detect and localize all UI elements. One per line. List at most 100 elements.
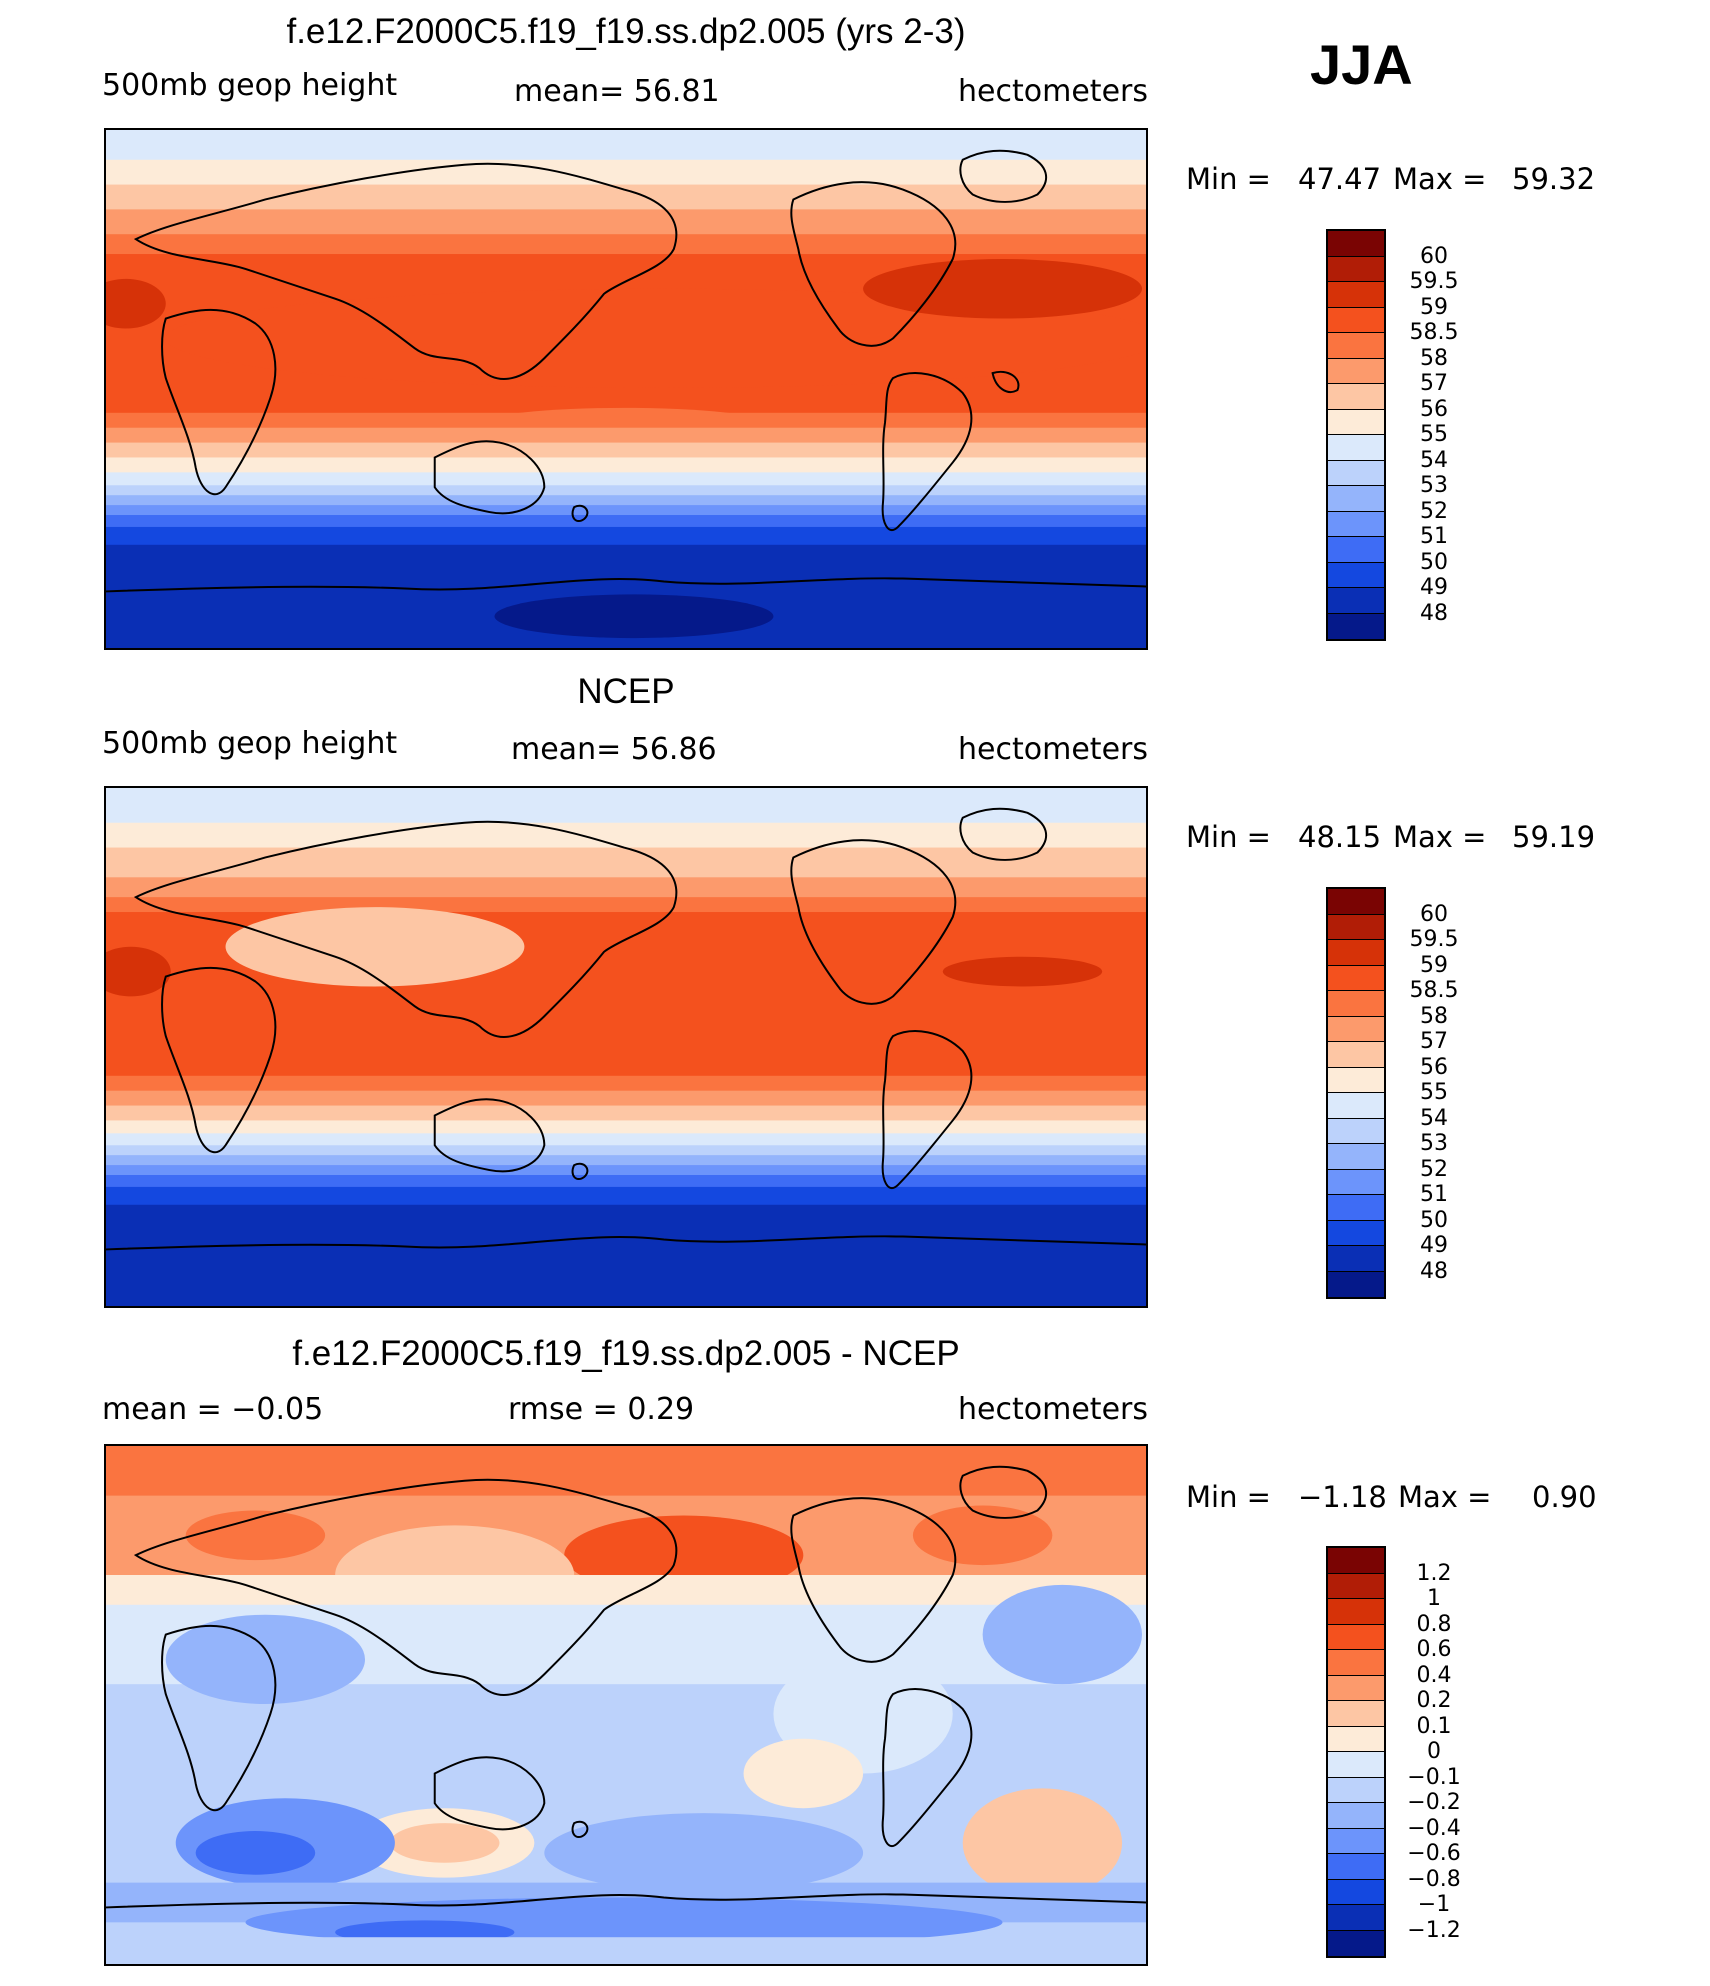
colorbar-segment [1328,435,1384,461]
colorbar-segment [1328,991,1384,1017]
colorbar-tick-label: 50 [1420,1207,1448,1233]
colorbar-segment [1328,1675,1384,1701]
colorbar-segment [1328,1599,1384,1625]
colorbar-segment [1328,231,1384,257]
colorbar-tick-label: −0.4 [1407,1815,1461,1841]
colorbar-tick-label: 49 [1420,575,1448,600]
colorbar-segment [1328,256,1384,282]
colorbar-tick-label: 54 [1420,1105,1448,1131]
colorbar-segment [1328,307,1384,333]
colorbar-segment [1328,562,1384,588]
colorbar-segment [1328,537,1384,563]
colorbar-segment [1328,1246,1384,1272]
colorbar-tick-label: 0.1 [1416,1713,1452,1739]
colorbar-segment [1328,1548,1384,1574]
colorbar-tick-label: 51 [1420,1182,1448,1207]
colorbar-segment [1328,1803,1384,1829]
colorbar-segment [1328,1093,1384,1119]
colorbar-segment [1328,1067,1384,1093]
colorbar-segment [1328,1930,1384,1956]
min-label: Min = [1186,1480,1271,1514]
map-plot [104,1444,1148,1966]
min-value: 48.15 [1298,820,1382,854]
max-label: Max = [1393,162,1487,196]
max-value: 59.32 [1512,162,1596,196]
colorbar-segment [1328,333,1384,359]
colorbar-segment [1328,1573,1384,1599]
colorbar-tick-label: 1 [1427,1586,1441,1611]
map-plot [104,128,1148,650]
colorbar-segment [1328,282,1384,308]
colorbar-tick-label: 50 [1420,549,1448,575]
colorbar-segment [1328,1701,1384,1727]
max-label: Max = [1398,1480,1492,1514]
colorbar-tick-label: 48 [1420,1258,1448,1284]
colorbar-tick-label: 53 [1420,1131,1448,1156]
colorbar-segment [1328,1726,1384,1752]
panel-title: f.e12.F2000C5.f19_f19.ss.dp2.005 - NCEP [292,1334,960,1373]
rmse-label: rmse = 0.29 [508,1392,695,1427]
colorbar-tick-label: 51 [1420,524,1448,549]
colorbar-segment [1328,1828,1384,1854]
mean-label: mean = −0.05 [102,1392,324,1427]
colorbar-tick-label: 56 [1420,396,1448,422]
panel-title: f.e12.F2000C5.f19_f19.ss.dp2.005 (yrs 2-… [286,12,966,51]
min-value: 47.47 [1298,162,1382,196]
colorbar-tick-label: 1.2 [1416,1560,1452,1586]
units-label: hectometers [958,74,1148,109]
colorbar-tick-label: 49 [1420,1233,1448,1258]
colorbar-segment [1328,1752,1384,1778]
map-plot [104,786,1148,1308]
colorbar-tick-label: 58 [1420,1003,1448,1029]
colorbar-segment [1328,1144,1384,1170]
colorbar-segment [1328,588,1384,614]
colorbar-segment [1328,358,1384,384]
colorbar-tick-label: −0.1 [1407,1764,1461,1790]
panel-title: NCEP [577,672,675,711]
colorbar-segment [1328,1879,1384,1905]
min-label: Min = [1186,820,1271,854]
colorbar-segment [1328,1220,1384,1246]
colorbar-tick-label: 0.6 [1416,1637,1452,1662]
colorbar-tick-label: 60 [1420,901,1448,927]
colorbar-tick-label: 52 [1420,1156,1448,1182]
contour-map [106,1446,1146,1964]
colorbar-tick-label: 58.5 [1409,978,1459,1003]
colorbar-tick-label: 58 [1420,345,1448,371]
colorbar-segment [1328,1169,1384,1195]
max-label: Max = [1393,820,1487,854]
colorbar-tick-label: 48 [1420,600,1448,626]
colorbar-tick-label: 59 [1420,294,1448,320]
colorbar-tick-label: −0.8 [1407,1866,1461,1892]
colorbar-segment [1328,1905,1384,1931]
colorbar-tick-label: 59.5 [1409,269,1459,294]
colorbar-segment [1328,511,1384,537]
min-value: −1.18 [1298,1480,1387,1514]
colorbar-tick-label: −1 [1417,1892,1451,1917]
colorbar-tick-label: 53 [1420,473,1448,498]
colorbar-segment [1328,384,1384,410]
colorbar-tick-label: −0.2 [1407,1790,1461,1815]
min-label: Min = [1186,162,1271,196]
variable-label: 500mb geop height [102,68,398,103]
colorbar-segment [1328,1624,1384,1650]
colorbar [1326,229,1386,641]
variable-label: 500mb geop height [102,726,398,761]
colorbar-segment [1328,1016,1384,1042]
colorbar-tick-label: 57 [1420,371,1448,396]
colorbar-segment [1328,1271,1384,1297]
units-label: hectometers [958,732,1148,767]
max-value: 59.19 [1512,820,1596,854]
colorbar-tick-label: 52 [1420,498,1448,524]
colorbar-tick-label: 55 [1420,422,1448,447]
colorbar-tick-label: 0.2 [1416,1688,1452,1713]
colorbar-tick-label: 60 [1420,243,1448,269]
units-label: hectometers [958,1392,1148,1427]
colorbar-tick-label: 0 [1427,1739,1441,1764]
colorbar-segment [1328,460,1384,486]
colorbar-segment [1328,914,1384,940]
colorbar-segment [1328,613,1384,639]
colorbar-tick-label: 59.5 [1409,927,1459,952]
colorbar-tick-label: 0.4 [1416,1662,1452,1688]
colorbar-segment [1328,965,1384,991]
